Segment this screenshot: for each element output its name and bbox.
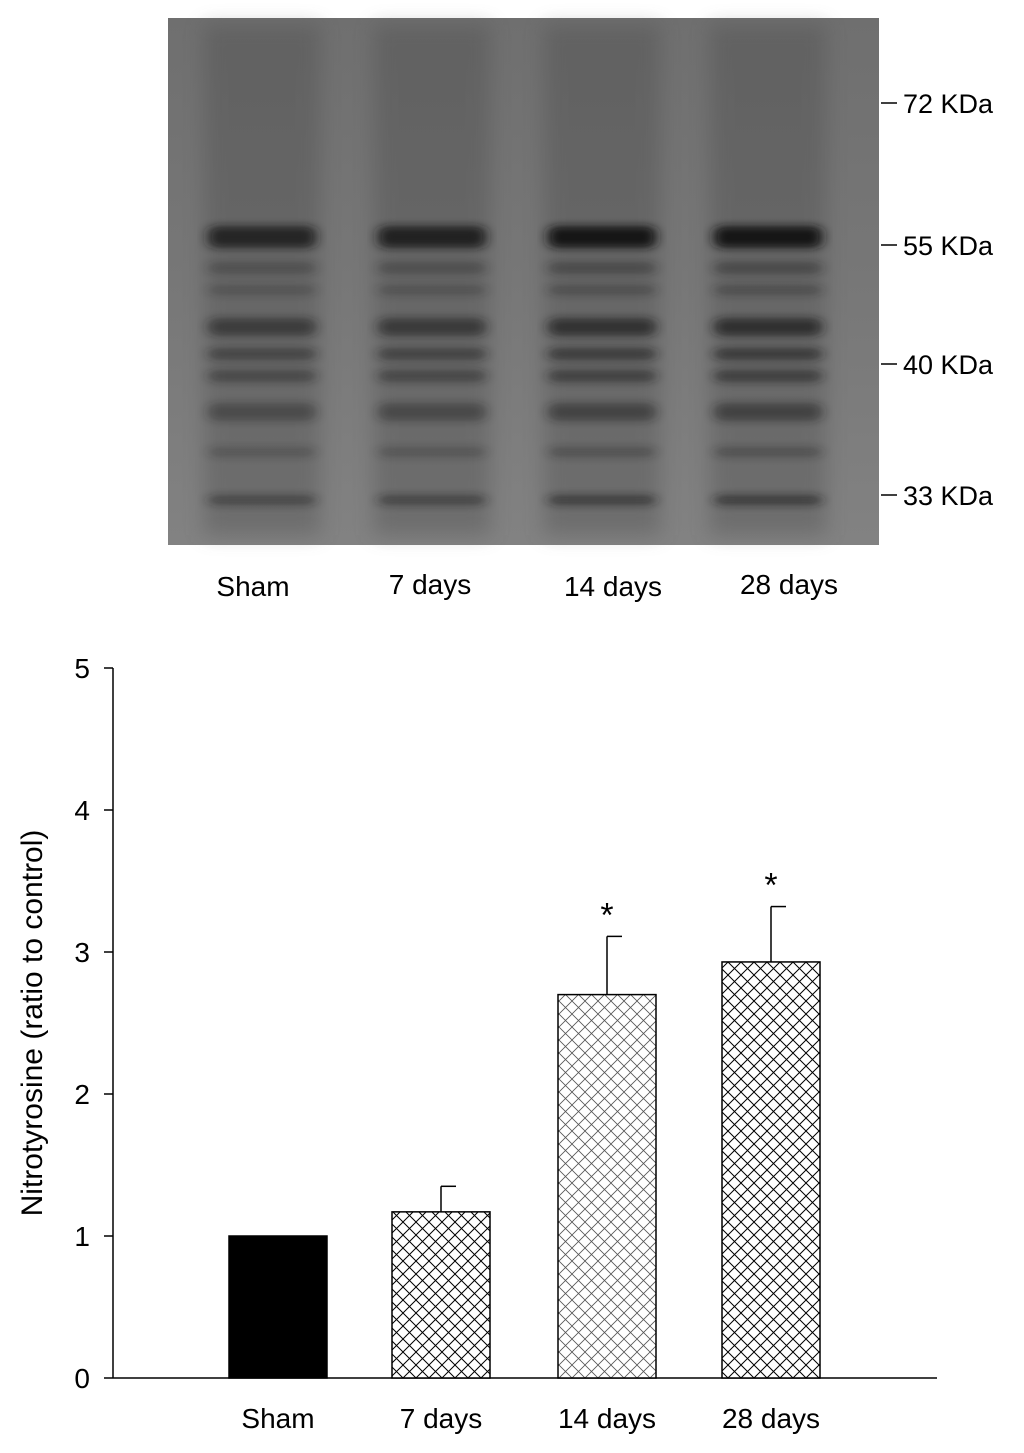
blot-band: [548, 226, 656, 248]
blot-band: [208, 403, 316, 421]
blot-band: [378, 495, 486, 505]
blot-band: [208, 447, 316, 457]
blot-lane: [204, 25, 320, 535]
blot-band: [714, 318, 822, 336]
blot-band: [714, 447, 822, 457]
blot-band: [378, 318, 486, 336]
y-tick-label: 5: [74, 653, 90, 684]
blot-band: [714, 285, 822, 295]
blot-band: [548, 348, 656, 360]
bar-group: *: [557, 896, 657, 1379]
blot-band: [208, 348, 316, 360]
marker-label-55: 55 KDa: [903, 231, 994, 261]
x-tick-label: 28 days: [722, 1403, 820, 1434]
blot-band: [208, 285, 316, 295]
blot-band: [208, 370, 316, 382]
marker-label-72: 72 KDa: [903, 89, 994, 119]
lane-label-sham: Sham: [216, 571, 289, 602]
lane-label-28-days: 28 days: [740, 569, 838, 600]
western-blot-panel: 72 KDa 55 KDa 40 KDa 33 KDa Sham 7 days …: [168, 18, 994, 602]
blot-band: [208, 495, 316, 505]
blot-band: [714, 262, 822, 274]
blot-band: [548, 403, 656, 421]
blot-band: [208, 262, 316, 274]
x-tick-label: Sham: [241, 1403, 314, 1434]
x-axis-tick-labels: Sham 7 days 14 days 28 days: [241, 1403, 820, 1434]
y-tick-label: 2: [74, 1079, 90, 1110]
lane-smear: [544, 25, 660, 535]
bar: [721, 961, 821, 1379]
y-tick-label: 0: [74, 1363, 90, 1394]
lane-smear: [710, 25, 826, 535]
lane-smear: [374, 25, 490, 535]
significance-marker: *: [600, 896, 613, 934]
blot-lane: [544, 25, 660, 535]
blot-band: [378, 403, 486, 421]
bar: [557, 993, 657, 1379]
blot-band: [714, 495, 822, 505]
blot-band: [378, 447, 486, 457]
blot-band: [548, 262, 656, 274]
blot-band: [378, 226, 486, 248]
marker-label-33: 33 KDa: [903, 481, 994, 511]
blot-band: [548, 370, 656, 382]
x-tick-label: 7 days: [400, 1403, 483, 1434]
blot-lane: [710, 25, 826, 535]
blot-band: [548, 447, 656, 457]
blot-band: [714, 370, 822, 382]
blot-band: [714, 226, 822, 248]
bars: **: [228, 867, 821, 1379]
bar-group: *: [721, 867, 821, 1379]
y-axis-ticks: 0 1 2 3 4 5: [74, 653, 113, 1394]
bar: [391, 1211, 491, 1379]
marker-label-40: 40 KDa: [903, 350, 994, 380]
y-tick-label: 1: [74, 1221, 90, 1252]
bar-group: [391, 1185, 491, 1379]
y-axis-label: Nitrotyrosine (ratio to control): [16, 830, 49, 1217]
significance-marker: *: [764, 867, 777, 905]
blot-band: [378, 285, 486, 295]
blot-band: [208, 318, 316, 336]
lane-label-14-days: 14 days: [564, 571, 662, 602]
blot-band: [378, 370, 486, 382]
bar: [228, 1235, 328, 1379]
blot-band: [378, 262, 486, 274]
blot-band: [714, 348, 822, 360]
blot-band: [548, 318, 656, 336]
lane-smear: [204, 25, 320, 535]
x-tick-label: 14 days: [558, 1403, 656, 1434]
blot-band: [714, 403, 822, 421]
blot-band: [548, 495, 656, 505]
blot-lane: [374, 25, 490, 535]
lane-label-7-days: 7 days: [389, 569, 472, 600]
blot-band: [208, 226, 316, 248]
y-tick-label: 4: [74, 795, 90, 826]
blot-band: [378, 348, 486, 360]
blot-band: [548, 285, 656, 295]
y-tick-label: 3: [74, 937, 90, 968]
blot-marker-ticks: [881, 102, 897, 496]
bar-group: [228, 1235, 328, 1379]
blot-lanes: [204, 25, 826, 535]
